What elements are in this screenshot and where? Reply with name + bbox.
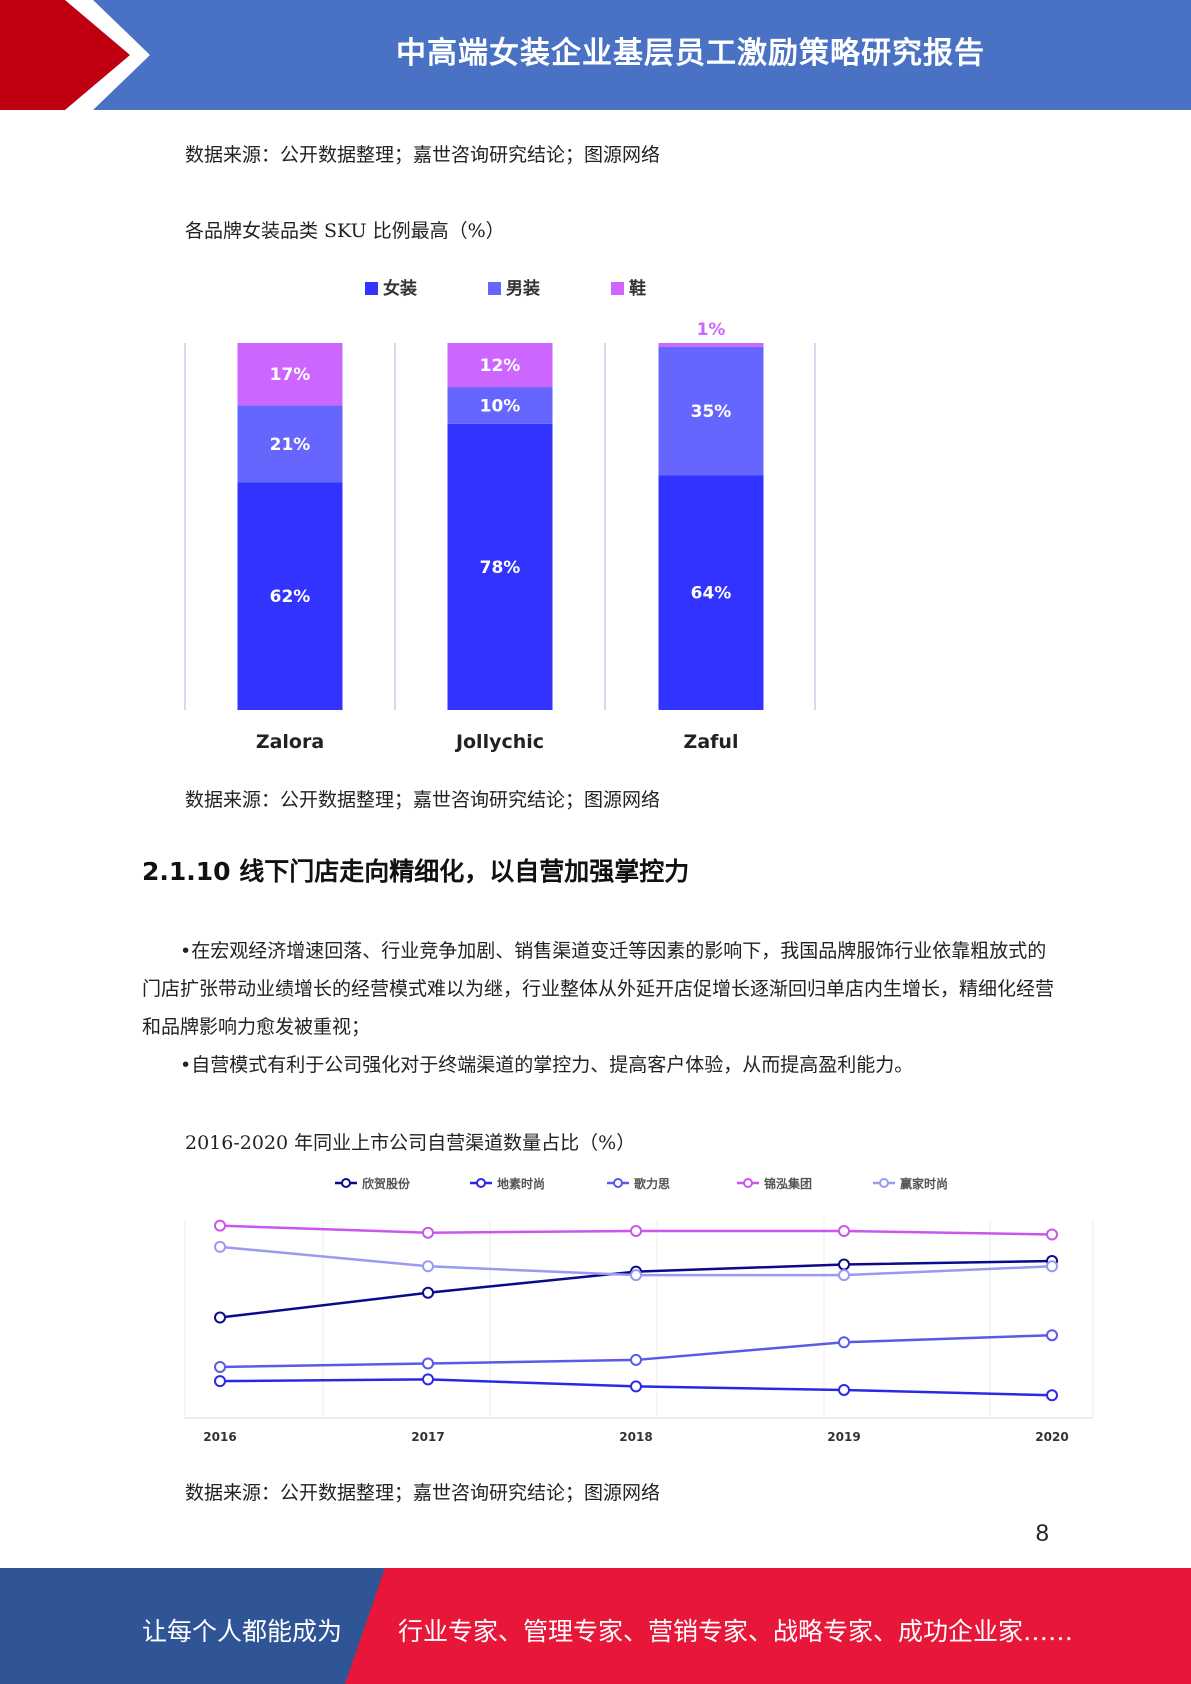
data-label: 17% — [270, 365, 311, 385]
legend-label: 歌力思 — [634, 1176, 670, 1191]
legend-swatch — [488, 282, 501, 295]
x-tick-label: 2018 — [619, 1430, 652, 1444]
x-tick-label: 2017 — [411, 1430, 444, 1444]
bar-segment — [237, 343, 343, 406]
bar-segment — [658, 346, 764, 476]
legend-marker — [613, 1178, 623, 1188]
bar-segment — [658, 475, 764, 710]
data-point — [630, 1380, 642, 1393]
data-point — [630, 1353, 642, 1366]
legend-marker — [879, 1178, 889, 1188]
data-point — [422, 1260, 434, 1273]
figure-caption: 各品牌女装品类 SKU 比例最高（%） — [185, 220, 505, 242]
data-point — [422, 1357, 434, 1370]
data-point — [422, 1286, 434, 1299]
bar-segment — [237, 482, 343, 710]
legend-marker — [743, 1178, 753, 1188]
figure-caption: 2016-2020 年同业上市公司自营渠道数量占比（%） — [185, 1132, 636, 1154]
data-point — [1046, 1228, 1058, 1241]
legend-label: 欣贺股份 — [362, 1176, 411, 1191]
x-tick-label: 2020 — [1035, 1430, 1068, 1444]
data-point — [1046, 1260, 1058, 1273]
source-note: 数据来源：公开数据整理；嘉世咨询研究结论；图源网络 — [185, 1482, 661, 1504]
page-header — [0, 0, 1191, 110]
legend-label: 赢家时尚 — [900, 1176, 948, 1191]
data-point — [630, 1224, 642, 1237]
data-point — [1046, 1329, 1058, 1342]
paragraph: •自营模式有利于公司强化对于终端渠道的掌控力、提高客户体验，从而提高盈利能力。 — [180, 1054, 914, 1076]
data-point — [630, 1269, 642, 1282]
legend-swatch — [611, 282, 624, 295]
data-point — [422, 1226, 434, 1239]
x-tick-label: 2019 — [827, 1430, 860, 1444]
data-label: 21% — [270, 435, 311, 455]
bar-segment — [237, 405, 343, 483]
data-point — [214, 1240, 226, 1253]
page-footer — [0, 1568, 1191, 1684]
paragraph: •在宏观经济增速回落、行业竞争加剧、销售渠道变迁等因素的影响下，我国品牌服饰行业… — [142, 940, 1055, 1038]
x-tick-label: 2016 — [203, 1430, 236, 1444]
category-label: Zaful — [684, 731, 739, 753]
data-label: 12% — [480, 356, 521, 376]
bar-segment — [447, 343, 553, 388]
legend-swatch — [365, 282, 378, 295]
data-label: 35% — [691, 402, 732, 422]
data-label: 64% — [691, 584, 732, 604]
data-point — [214, 1219, 226, 1232]
category-label: Zalora — [256, 731, 324, 753]
report-title: 中高端女装企业基层员工激励策略研究报告 — [396, 36, 985, 71]
data-label: 1% — [697, 320, 726, 340]
legend-marker — [476, 1178, 486, 1188]
legend-label: 鞋 — [629, 278, 646, 299]
section-heading: 2.1.10 线下门店走向精细化，以自营加强掌控力 — [142, 857, 690, 886]
data-point — [838, 1224, 850, 1237]
header-arrow-decoration — [0, 0, 150, 110]
legend-label: 男装 — [506, 278, 540, 299]
legend-marker — [341, 1178, 351, 1188]
legend-label: 锦泓集团 — [764, 1176, 812, 1191]
source-note: 数据来源：公开数据整理；嘉世咨询研究结论；图源网络 — [185, 789, 661, 811]
data-point — [1046, 1389, 1058, 1402]
source-note: 数据来源：公开数据整理；嘉世咨询研究结论；图源网络 — [185, 144, 661, 166]
data-point — [838, 1336, 850, 1349]
line-chart: 欣贺股份 地素时尚 歌力思 锦泓集团 赢家时尚 2016 2017 2018 2019 2020 — [184, 1176, 1094, 1444]
data-point — [838, 1258, 850, 1271]
data-point — [838, 1269, 850, 1282]
page-number: 8 — [1035, 1520, 1049, 1547]
bar-segment — [658, 343, 764, 347]
footer-slogan-left: 让每个人都能成为 — [142, 1617, 343, 1646]
data-point — [214, 1311, 226, 1324]
data-label: 10% — [480, 396, 521, 416]
data-point — [214, 1361, 226, 1373]
footer-slogan-right: 行业专家、管理专家、营销专家、战略专家、成功企业家…… — [398, 1617, 1074, 1646]
data-point — [214, 1375, 226, 1388]
category-label: Jollychic — [454, 731, 544, 753]
bar-segment — [447, 423, 553, 710]
legend-label: 地素时尚 — [497, 1176, 545, 1191]
data-label: 78% — [480, 558, 521, 578]
data-point — [838, 1383, 850, 1396]
data-point — [422, 1373, 434, 1386]
legend-label: 女装 — [383, 278, 417, 299]
bar-segment — [447, 387, 553, 424]
body-text: •在宏观经济增速回落、行业竞争加剧、销售渠道变迁等因素的影响下，我国品牌服饰行业… — [142, 932, 1062, 1084]
stacked-bar-chart: 女装 男装 鞋 62% 21% 17% Zalora 78% 10% 12% Jollychic 64… — [184, 278, 816, 753]
data-label: 62% — [270, 587, 311, 607]
